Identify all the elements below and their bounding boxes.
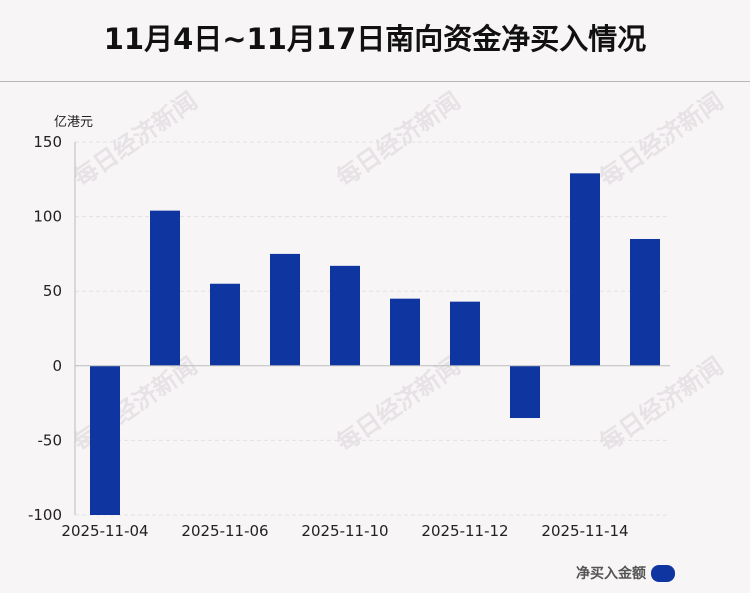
title-divider [0,81,750,82]
x-tick-label: 2025-11-10 [301,522,388,540]
bar [150,210,180,366]
legend-label: 净买入金额 [576,566,646,582]
y-tick-label: 50 [43,282,62,300]
bar [90,365,120,515]
bar [450,301,480,366]
y-tick-label: 100 [33,208,62,226]
y-tick-label: 0 [52,357,62,375]
y-tick-label: 150 [33,133,62,151]
bar [570,173,600,366]
y-tick-label: -100 [28,506,62,524]
bar [390,298,420,366]
y-axis-unit-label: 亿港元 [54,115,94,130]
x-tick-label: 2025-11-04 [61,522,148,540]
bar [330,265,360,366]
y-tick-label: -50 [38,431,63,449]
bar [270,253,300,366]
chart-legend: 净买入金额 [576,563,675,583]
bar [510,365,540,419]
page-title: 11月4日~11月17日南向资金净买入情况 [103,22,647,56]
x-tick-label: 2025-11-06 [181,522,268,540]
bar [630,238,660,366]
bar [210,283,240,366]
x-tick-label: 2025-11-12 [421,522,508,540]
x-tick-label: 2025-11-14 [541,522,628,540]
legend-swatch [651,564,675,582]
